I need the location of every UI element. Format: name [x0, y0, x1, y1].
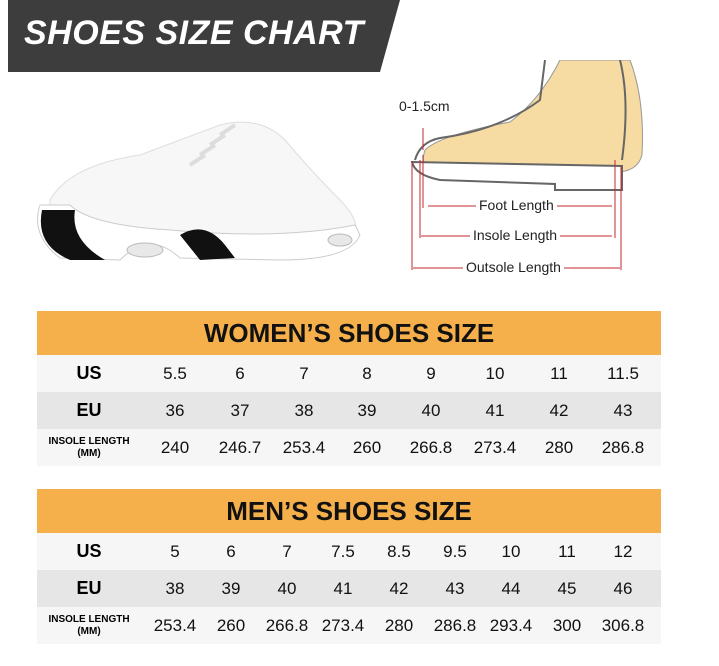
- size-cell: 260: [216, 616, 246, 635]
- size-cell: 5: [170, 542, 180, 561]
- size-cell: 273.4: [321, 616, 365, 635]
- size-cell: 5.5: [163, 364, 187, 383]
- outsole-length-label: Outsole Length: [463, 259, 564, 275]
- size-cell: 39: [221, 579, 241, 598]
- toe-gap-label: 0-1.5cm: [399, 98, 450, 114]
- size-cell: 11: [558, 542, 576, 561]
- banner-shape: [8, 0, 400, 72]
- row-label-text: EU: [76, 578, 102, 598]
- mens-size-table: MEN’S SHOES SIZE US 5 6 7 7.5 8.5 9.5 10 11 12 EU 3…: [37, 489, 661, 644]
- size-cell: 38: [165, 579, 185, 598]
- size-cell: 253.4: [153, 616, 197, 635]
- row-label-text: US: [76, 541, 102, 561]
- sneaker-image: [37, 121, 361, 261]
- size-cell: 44: [501, 579, 521, 598]
- size-cell: 266.8: [409, 438, 453, 457]
- size-cell: 9.5: [443, 542, 467, 561]
- row-label: EU: [37, 392, 141, 429]
- mens-table-title: MEN’S SHOES SIZE: [37, 489, 661, 533]
- size-cell: 10: [485, 364, 505, 383]
- page-title: SHOES SIZE CHART: [24, 14, 364, 52]
- row-label-text: US: [76, 363, 102, 383]
- row-sublabel: (MM): [77, 448, 101, 459]
- size-cell: 11.5: [607, 364, 639, 383]
- women-row-eu: EU 36 37 38 39 40 41 42 43: [37, 392, 661, 429]
- row-label: INSOLE LENGTH (MM): [37, 429, 141, 466]
- size-cell: 40: [421, 401, 441, 420]
- row-label: EU: [37, 570, 141, 607]
- size-cell: 46: [613, 579, 633, 598]
- foot-length-label: Foot Length: [476, 197, 557, 213]
- size-cell: 6: [235, 364, 245, 383]
- size-cell: 300: [552, 616, 582, 635]
- size-cell: 240: [160, 438, 190, 457]
- size-cell: 306.8: [601, 616, 645, 635]
- size-cell: 7: [282, 542, 292, 561]
- size-cell: 43: [445, 579, 465, 598]
- men-row-insole-length: INSOLE LENGTH (MM) 253.4 260 266.8 273.4 280 28…: [37, 607, 661, 644]
- size-cell: 253.4: [282, 438, 326, 457]
- size-cell: 36: [165, 401, 185, 420]
- size-cell: 12: [613, 542, 633, 561]
- size-cell: 280: [384, 616, 414, 635]
- size-cell: 246.7: [218, 438, 262, 457]
- size-cell: 39: [357, 401, 377, 420]
- size-cell: 41: [333, 579, 353, 598]
- size-cell: 42: [389, 579, 409, 598]
- size-cell: 38: [294, 401, 314, 420]
- row-label-text: EU: [76, 400, 102, 420]
- size-cell: 45: [557, 579, 577, 598]
- size-cell: 273.4: [473, 438, 517, 457]
- size-cell: 42: [549, 401, 569, 420]
- size-cell: 286.8: [601, 438, 645, 457]
- size-cell: 8: [362, 364, 372, 383]
- size-cell: 43: [613, 401, 633, 420]
- size-cell: 6: [226, 542, 236, 561]
- row-label: INSOLE LENGTH (MM): [37, 607, 141, 644]
- size-cell: 286.8: [433, 616, 477, 635]
- men-row-us: US 5 6 7 7.5 8.5 9.5 10 11 12: [37, 533, 661, 570]
- size-cell: 293.4: [489, 616, 533, 635]
- womens-table-title: WOMEN’S SHOES SIZE: [37, 311, 661, 355]
- size-cell: 7.5: [331, 542, 355, 561]
- women-row-insole-length: INSOLE LENGTH (MM) 240 246.7 253.4 260 266.8 27…: [37, 429, 661, 466]
- size-cell: 41: [485, 401, 505, 420]
- size-cell: 266.8: [265, 616, 309, 635]
- foot-measurement-diagram: 0-1.5cm Foot Length Insole Length Outsol…: [380, 59, 719, 295]
- row-label-text: INSOLE LENGTH: [48, 436, 130, 447]
- foot-diagram-drawing: [410, 59, 643, 270]
- insole-length-label: Insole Length: [470, 227, 561, 243]
- size-cell: 280: [544, 438, 574, 457]
- size-cell: 40: [277, 579, 297, 598]
- row-sublabel: (MM): [77, 626, 101, 637]
- row-label: US: [37, 533, 141, 570]
- size-cell: 37: [230, 401, 250, 420]
- size-cell: 11: [550, 364, 568, 383]
- row-label: US: [37, 355, 141, 392]
- womens-size-table: WOMEN’S SHOES SIZE US 5.5 6 7 8 9 10 11 11.5 EU 36…: [37, 311, 661, 466]
- size-cell: 9: [426, 364, 436, 383]
- title-banner: SHOES SIZE CHART: [8, 0, 400, 72]
- size-cell: 10: [501, 542, 521, 561]
- row-label-text: INSOLE LENGTH: [48, 614, 130, 625]
- size-cell: 8.5: [387, 542, 411, 561]
- men-row-eu: EU 38 39 40 41 42 43 44 45 46: [37, 570, 661, 607]
- size-cell: 7: [299, 364, 309, 383]
- women-row-us: US 5.5 6 7 8 9 10 11 11.5: [37, 355, 661, 392]
- size-cell: 260: [352, 438, 382, 457]
